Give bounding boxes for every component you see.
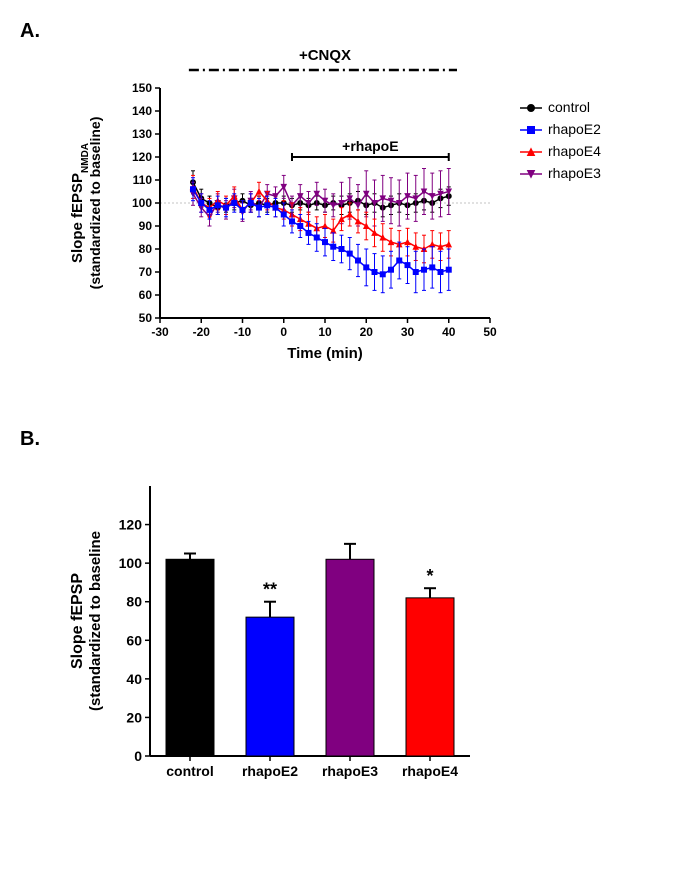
svg-text:100: 100 [119,555,143,571]
svg-text:50: 50 [139,311,153,325]
svg-text:Slope fEPSP: Slope fEPSP [69,573,86,669]
svg-text:control: control [166,763,213,779]
svg-text:+rhapoE: +rhapoE [342,138,398,154]
svg-text:-30: -30 [151,325,169,339]
svg-text:10: 10 [318,325,332,339]
svg-text:70: 70 [139,265,153,279]
svg-text:-20: -20 [193,325,211,339]
svg-text:120: 120 [119,517,143,533]
svg-text:0: 0 [134,748,142,764]
panel-a-label: A. [20,20,665,43]
panel-b-label: B. [20,428,665,451]
svg-text:20: 20 [126,709,142,725]
svg-text:40: 40 [442,325,456,339]
svg-text:0: 0 [280,325,287,339]
svg-text:**: ** [263,580,277,600]
svg-text:30: 30 [401,325,415,339]
svg-text:rhapoE4: rhapoE4 [402,763,458,779]
svg-text:20: 20 [360,325,374,339]
svg-text:Time (min): Time (min) [287,345,363,362]
svg-text:rhapoE4: rhapoE4 [548,143,601,159]
svg-text:60: 60 [139,288,153,302]
svg-text:100: 100 [132,196,152,210]
panel-b-chart: 0 20 40 60 80 100 120 Slope fEPSP(standardized … [50,456,665,826]
svg-text:40: 40 [126,671,142,687]
svg-text:60: 60 [126,632,142,648]
svg-text:rhapoE3: rhapoE3 [548,165,601,181]
svg-text:+CNQX: +CNQX [299,48,351,64]
svg-text:120: 120 [132,150,152,164]
svg-text:150: 150 [132,81,152,95]
panel-a: A. 5060708090100110120130140150-30-20-10… [20,20,665,388]
svg-text:80: 80 [139,242,153,256]
svg-text:140: 140 [132,104,152,118]
svg-text:rhapoE3: rhapoE3 [322,763,378,779]
panel-a-chart: 50 60 70 80 90 100 110 120 130 140 150 -30 -20 -10 0 10… [50,48,665,388]
svg-text:rhapoE2: rhapoE2 [242,763,298,779]
svg-text:rhapoE2: rhapoE2 [548,121,601,137]
svg-text:80: 80 [126,594,142,610]
svg-text:control: control [548,99,590,115]
svg-text:130: 130 [132,127,152,141]
panel-b: B. 0 20 40 60 80 100 120 Slope fEPSP(standardiz… [20,428,665,826]
svg-text:(standardized to baseline): (standardized to baseline) [87,117,103,290]
svg-text:*: * [426,566,433,586]
svg-text:90: 90 [139,219,153,233]
svg-text:(standardized to baseline: (standardized to baseline [87,531,104,711]
svg-text:50: 50 [483,325,497,339]
svg-text:110: 110 [133,173,153,187]
svg-text:-10: -10 [234,325,252,339]
